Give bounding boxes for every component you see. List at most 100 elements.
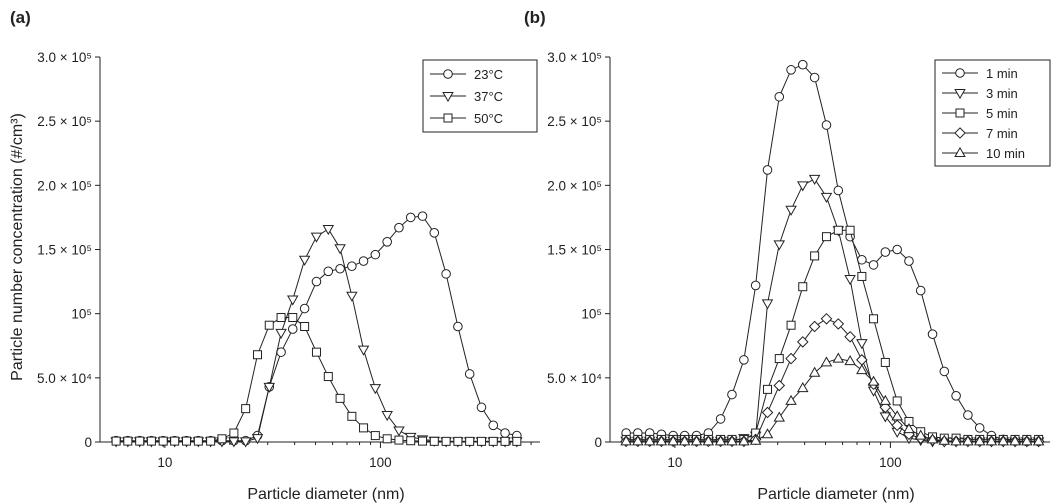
- data-point: [797, 59, 808, 70]
- data-point: [832, 352, 845, 363]
- data-point: [111, 436, 121, 446]
- data-point: [962, 435, 974, 446]
- data-point: [985, 435, 998, 446]
- y-tick-label: 2.0 × 10⁵: [37, 178, 92, 193]
- data-point: [856, 364, 868, 375]
- data-point: [229, 428, 239, 438]
- data-point: [441, 436, 451, 446]
- legend-marker: [954, 89, 966, 100]
- x-axis-title: Particle diameter (nm): [757, 486, 914, 503]
- data-point: [678, 435, 691, 446]
- y-tick-label: 3.0 × 10⁵: [547, 50, 602, 65]
- y-tick-label: 5.0 × 10⁴: [547, 371, 602, 386]
- data-point: [869, 314, 879, 324]
- data-point: [311, 347, 321, 357]
- panel-b-label: (b): [524, 8, 546, 27]
- data-point: [738, 435, 750, 446]
- data-point: [123, 436, 133, 446]
- data-point: [251, 434, 264, 445]
- data-point: [739, 355, 749, 365]
- series-10-min: [620, 352, 1045, 446]
- data-point: [892, 396, 902, 406]
- data-point: [146, 436, 156, 446]
- series-50-c: [111, 313, 522, 446]
- data-point: [796, 336, 809, 348]
- data-point: [715, 414, 726, 424]
- data-point: [844, 275, 856, 286]
- data-point: [774, 354, 784, 364]
- x-tick-label: 10: [157, 455, 172, 470]
- data-point: [926, 433, 939, 444]
- series-5-min: [621, 225, 1044, 444]
- data-point: [217, 434, 227, 444]
- legend-label: 7 min: [986, 126, 1018, 141]
- data-point: [773, 240, 786, 251]
- legend-marker: [443, 69, 453, 79]
- data-point: [833, 225, 843, 235]
- data-point: [808, 320, 821, 333]
- data-point: [488, 420, 499, 431]
- y-tick-label: 5.0 × 10⁴: [37, 371, 92, 386]
- data-point: [927, 329, 938, 340]
- data-point: [406, 436, 416, 446]
- data-point: [206, 436, 216, 446]
- data-point: [761, 299, 774, 310]
- data-point: [488, 436, 498, 446]
- data-point: [405, 212, 416, 223]
- y-tick-label: 1.5 × 10⁵: [37, 243, 92, 258]
- data-point: [785, 205, 797, 216]
- data-point: [322, 224, 335, 236]
- y-tick-label: 2.5 × 10⁵: [37, 114, 92, 129]
- data-point: [393, 426, 405, 437]
- data-point: [346, 291, 358, 302]
- data-point: [808, 366, 821, 377]
- data-point: [632, 435, 644, 446]
- data-point: [300, 322, 310, 331]
- data-point: [335, 393, 345, 403]
- series-line: [626, 229, 1039, 440]
- data-point: [796, 181, 809, 192]
- data-point: [287, 324, 298, 334]
- data-point: [904, 256, 914, 266]
- data-point: [938, 434, 951, 445]
- data-point: [749, 434, 762, 445]
- data-point: [796, 381, 809, 393]
- legend-label: 10 min: [986, 146, 1025, 161]
- data-point: [276, 347, 286, 357]
- legend: 1 min 3 min 5 min 7 min 10 min: [934, 59, 1051, 167]
- data-point: [808, 174, 821, 186]
- data-point: [382, 434, 392, 444]
- data-point: [253, 350, 263, 360]
- data-point: [193, 436, 203, 446]
- data-point: [310, 232, 323, 243]
- data-point: [465, 436, 475, 446]
- data-point: [857, 271, 867, 281]
- data-point: [702, 435, 715, 446]
- data-point: [276, 313, 286, 323]
- data-point: [880, 247, 891, 257]
- data-point: [820, 192, 833, 203]
- data-point: [950, 435, 962, 446]
- data-point: [655, 435, 668, 446]
- data-point: [347, 261, 357, 271]
- series-line: [116, 317, 517, 442]
- data-point: [476, 402, 487, 413]
- legend: 23°C 37°C 50°C: [422, 59, 538, 133]
- data-point: [867, 375, 880, 386]
- series-23-c: [111, 211, 522, 446]
- data-point: [821, 120, 832, 130]
- data-point: [868, 260, 879, 270]
- panel-b: (b) 0 5.0 × 10⁴ 10⁵ 1.5 × 10⁵ 2.0 × 10⁵ 2.5 ×…: [524, 8, 1051, 503]
- data-point: [726, 435, 738, 446]
- legend-marker: [442, 92, 454, 103]
- data-point: [323, 266, 334, 277]
- data-point: [241, 404, 251, 414]
- data-point: [286, 295, 299, 306]
- data-point: [394, 435, 404, 445]
- data-point: [182, 436, 192, 446]
- data-point: [643, 435, 656, 446]
- data-point: [429, 436, 439, 446]
- data-point: [973, 435, 986, 446]
- data-point: [357, 345, 370, 356]
- data-point: [880, 357, 890, 367]
